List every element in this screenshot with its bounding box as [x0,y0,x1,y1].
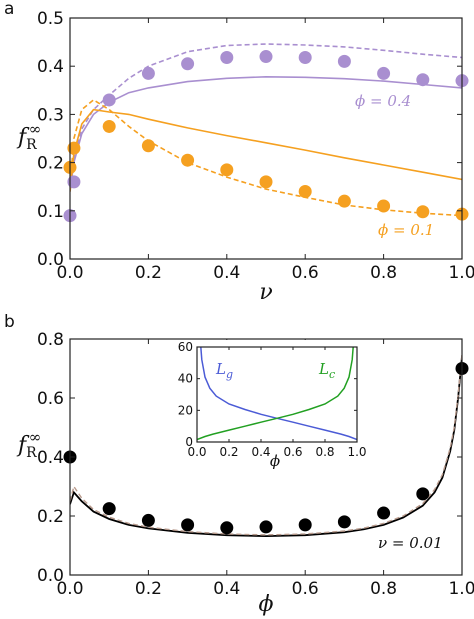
inset-xlabel: ϕ [270,452,280,470]
panel-b-xtick-label: 0.6 [292,579,319,599]
panel-a-point-purple [67,175,81,189]
inset-frame [196,346,358,443]
panel-a-point-purple [141,66,155,80]
annotation-nu: ν = 0.01 [378,534,443,552]
panel-b-points [63,362,469,535]
inset-chart: 0.0 0.2 0.4 0.6 0.8 1.0 0 20 40 60 ϕ Lg Lc [172,340,372,470]
inset-ytick-label: 0 [185,435,193,449]
panel-b-xtick-label: 0.0 [56,579,83,599]
panel-b-series [70,353,462,538]
inset-ticks: 0.0 0.2 0.4 0.6 0.8 1.0 0 20 40 60 [178,340,367,459]
panel-a-point-purple [377,66,391,80]
panel-a-xtick-label: 0.0 [56,263,83,283]
panel-a-line-orange-dashed [70,98,462,217]
panel-a-ytick-label: 0.2 [37,154,64,174]
panel-b-point [141,513,155,527]
panel-b-point [298,518,312,532]
inset-xtick-label: 0.4 [251,445,270,459]
panel-a-ytick-label: 0.1 [37,202,64,222]
inset-ytick-label: 40 [178,372,193,386]
panel-a-point-purple [102,93,116,107]
panel-b-point [102,502,116,516]
inset-ytick-label: 20 [178,403,193,417]
panel-b-ticks: 0.0 0.2 0.4 0.6 0.8 1.0 0.0 0.2 0.4 0.6 0.8 [37,330,474,599]
panel-a-xtick-label: 1.0 [448,263,474,283]
panel-a-series [70,43,462,217]
panel-b-point [416,487,430,501]
panel-a-xtick-label: 0.4 [213,263,240,283]
inset-background [172,340,372,470]
inset-ytick-label: 60 [178,340,193,354]
inset-legend-lg: Lg [215,360,233,381]
inset-xtick-label: 0.6 [283,445,302,459]
panel-a-point-purple [181,57,195,71]
panel-b-ytick-label: 0.6 [37,389,64,409]
panel-a-ytick-label: 0.3 [37,105,64,125]
panel-b: b 0.0 0.2 0.4 0.6 0.8 1.0 0.0 0.2 0.4 0.6 0.8 ϕ fR… [4,312,474,617]
panel-b-ylabel: fR∞ [16,428,41,461]
panel-a-ylabel: fR∞ [16,120,41,153]
panel-a-point-orange [181,153,195,167]
panel-b-point [181,518,195,532]
panel-a-ytick-label: 0.0 [37,250,64,270]
panel-b-ytick-label: 0.8 [37,330,64,350]
inset-line-Lc [197,347,354,441]
panel-a-line-purple-solid [70,75,462,192]
panel-a-point-orange [220,163,234,177]
panel-a-point-orange [377,199,391,213]
panel-a-point-orange [416,205,430,219]
panel-a-ytick-label: 0.4 [37,57,64,77]
panel-a-ticks: 0.0 0.2 0.4 0.6 0.8 1.0 0.0 0.1 0.2 0.3 0.4 0.5 [37,9,474,283]
panel-a-point-purple [337,54,351,68]
panel-b-line-dashed [70,353,462,536]
inset-line-Lg [200,347,357,441]
panel-a-frame [69,17,463,260]
panel-a-xlabel: ν [259,280,272,305]
panel-b-label: b [4,312,15,332]
panel-b-xtick-label: 0.2 [135,579,162,599]
panel-b-xlabel: ϕ [259,592,274,617]
panel-a-point-orange [337,194,351,208]
inset-xtick-label: 0.2 [219,445,238,459]
panel-a-xtick-label: 0.8 [370,263,397,283]
panel-b-xtick-label: 1.0 [448,579,474,599]
inset-xtick-label: 1.0 [347,445,366,459]
panel-a-point-orange [298,185,312,199]
panel-b-point [220,521,234,535]
inset-legend-lc: Lc [318,360,335,381]
panel-a-point-orange [259,175,273,189]
panel-a-point-orange [141,139,155,153]
panel-a-ytick-label: 0.5 [37,9,64,29]
inset-xtick-label: 0.0 [187,445,206,459]
panel-a: a 0.0 0.2 0.4 0.6 0.8 1.0 0.0 0.1 0.2 0.3 0.4 0.5 ν… [4,0,474,305]
panel-a-point-orange [67,141,81,155]
panel-b-xtick-label: 0.8 [370,579,397,599]
panel-a-xtick-label: 0.2 [135,263,162,283]
panel-b-ytick-label: 0.4 [37,448,64,468]
annotation-phi-04: ϕ = 0.4 [355,92,411,110]
panel-a-point-purple [220,51,234,65]
panel-b-line-solid [70,356,462,538]
annotation-phi-01: ϕ = 0.1 [378,221,434,239]
panel-b-point [259,520,273,534]
panel-a-point-purple [259,50,273,64]
panel-a-points [63,50,469,223]
inset-series [197,347,357,441]
panel-b-point [377,506,391,520]
panel-a-xtick-label: 0.6 [292,263,319,283]
panel-a-point-purple [298,51,312,65]
panel-a-point-purple [416,73,430,87]
panel-a-label: a [4,0,14,19]
panel-b-ytick-label: 0.0 [37,566,64,586]
panel-b-xtick-label: 0.4 [213,579,240,599]
panel-b-point [337,515,351,529]
panel-b-ytick-label: 0.2 [37,507,64,527]
inset-xtick-label: 0.8 [315,445,334,459]
panel-a-line-orange-solid [70,108,462,192]
panel-a-point-orange [102,119,116,133]
